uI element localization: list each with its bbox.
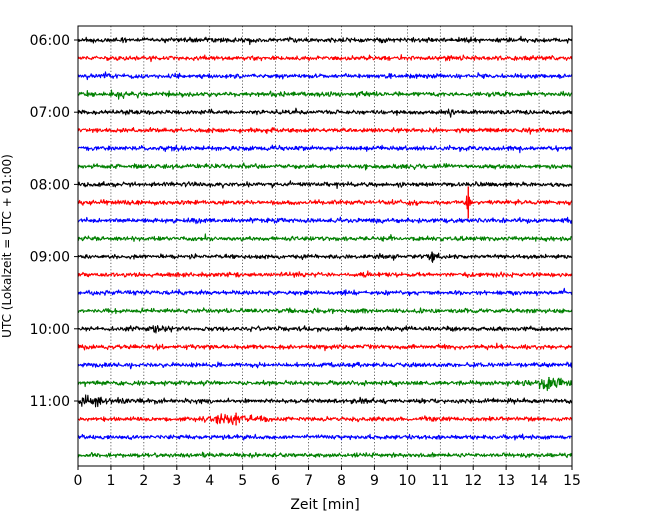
tick-layer: 0 1 2 3 4 5 6 7 8 9 10 11 12 13 14 1506:0007:0008:0009:… bbox=[30, 33, 581, 489]
trace-4 bbox=[77, 107, 573, 118]
trace-15 bbox=[77, 307, 573, 315]
trace-9 bbox=[77, 195, 573, 213]
x-tick-label-9: 9 bbox=[370, 473, 379, 489]
x-tick-label-11: 11 bbox=[431, 473, 449, 489]
trace-22 bbox=[77, 433, 573, 441]
y-axis-title: UTC (Lokalzeit = UTC + 01:00) bbox=[0, 154, 14, 338]
x-tick-label-0: 0 bbox=[74, 473, 83, 489]
y-tick-label-0: 06:00 bbox=[30, 33, 70, 49]
x-tick-label-8: 8 bbox=[337, 473, 346, 489]
x-tick-label-13: 13 bbox=[497, 473, 515, 489]
trace-20 bbox=[77, 394, 573, 408]
trace-10 bbox=[77, 216, 573, 225]
trace-2 bbox=[77, 71, 573, 81]
trace-16 bbox=[77, 325, 573, 334]
trace-8 bbox=[77, 180, 572, 190]
y-tick-label-1: 07:00 bbox=[30, 105, 70, 121]
x-tick-label-4: 4 bbox=[205, 473, 214, 489]
trace-layer bbox=[77, 35, 573, 459]
trace-18 bbox=[77, 361, 573, 370]
y-tick-label-3: 09:00 bbox=[30, 250, 70, 266]
y-tick-label-2: 08:00 bbox=[30, 177, 70, 193]
trace-7 bbox=[77, 162, 573, 171]
trace-1 bbox=[77, 54, 573, 63]
x-tick-label-10: 10 bbox=[398, 473, 416, 489]
x-axis-title: Zeit [min] bbox=[290, 497, 359, 513]
x-tick-label-5: 5 bbox=[238, 473, 247, 489]
x-tick-label-12: 12 bbox=[464, 473, 482, 489]
x-tick-label-6: 6 bbox=[271, 473, 280, 489]
trace-19 bbox=[77, 377, 573, 392]
trace-12 bbox=[77, 251, 573, 263]
trace-11 bbox=[77, 233, 573, 242]
trace-5 bbox=[77, 127, 573, 135]
x-tick-label-15: 15 bbox=[563, 473, 581, 489]
trace-21 bbox=[77, 413, 573, 426]
y-tick-label-5: 11:00 bbox=[30, 394, 70, 410]
trace-13 bbox=[77, 270, 573, 278]
x-tick-label-7: 7 bbox=[304, 473, 313, 489]
plot-frame bbox=[77, 25, 573, 467]
trace-3 bbox=[77, 89, 573, 100]
trace-0 bbox=[77, 35, 573, 46]
trace-6 bbox=[77, 144, 573, 154]
x-tick-label-14: 14 bbox=[530, 473, 548, 489]
y-tick-label-4: 10:00 bbox=[30, 322, 70, 338]
x-tick-label-1: 1 bbox=[106, 473, 115, 489]
x-tick-label-3: 3 bbox=[172, 473, 181, 489]
trace-14 bbox=[77, 287, 573, 297]
trace-23 bbox=[77, 451, 573, 459]
trace-17 bbox=[77, 342, 573, 352]
x-tick-label-2: 2 bbox=[139, 473, 148, 489]
